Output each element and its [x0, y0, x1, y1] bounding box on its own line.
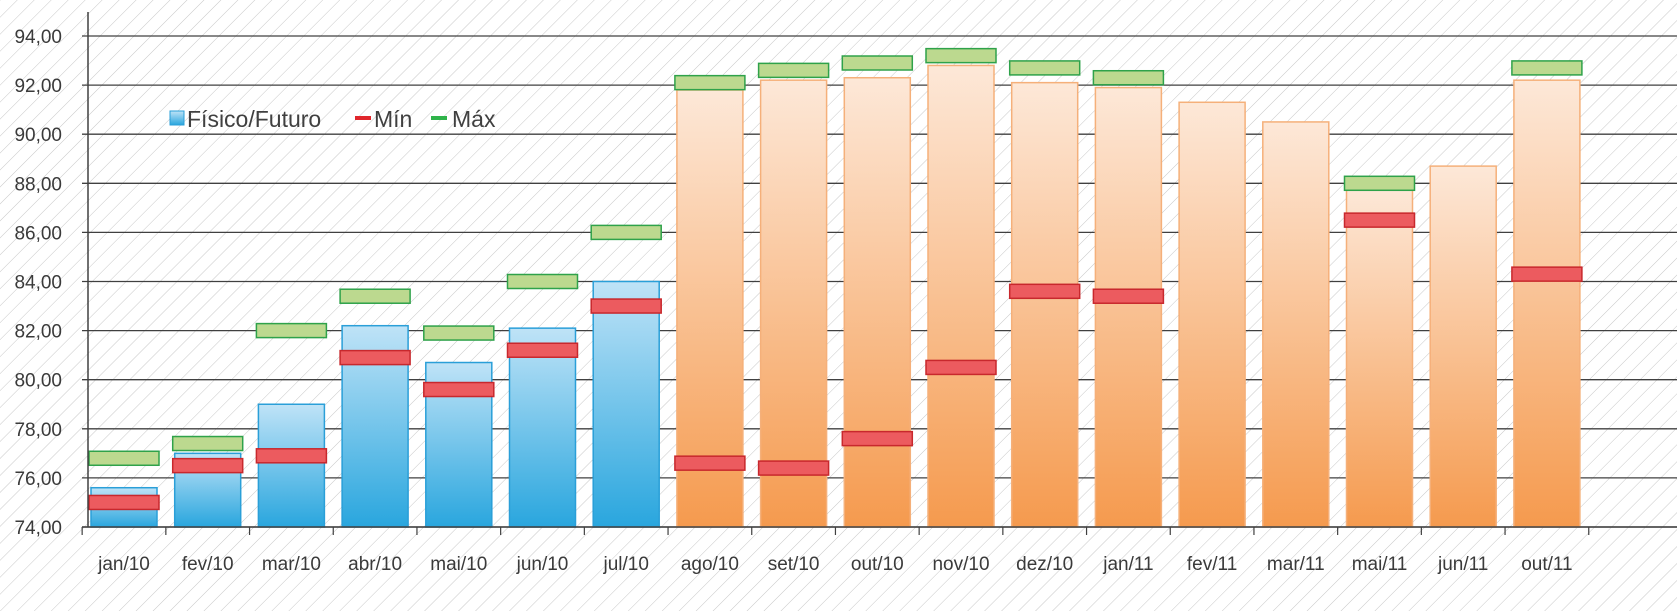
legend-label-max: Máx [452, 106, 496, 132]
min-marker-out-10 [841, 430, 914, 447]
y-tick-label: 90,00 [14, 125, 62, 146]
y-tick-label: 92,00 [14, 76, 62, 97]
bar-jun-10 [508, 327, 577, 528]
legend-label-fisico-futuro: Físico/Futuro [187, 106, 321, 132]
bars [90, 64, 1581, 528]
max-marker-fev-10 [171, 435, 244, 452]
max-marker-jan-11 [1092, 69, 1165, 86]
y-tick-label: 82,00 [14, 322, 62, 343]
y-axis-ticks: 74,00 76,00 78,00 80,00 82,00 84,00 86,00 88,00… [14, 27, 62, 539]
max-marker-out-10 [841, 55, 914, 71]
max-marker-jun-10 [506, 273, 579, 290]
bar-out-11 [1513, 79, 1581, 528]
max-marker-out-11 [1511, 60, 1583, 76]
min-marker-nov-10 [925, 359, 997, 376]
min-marker-abr-10 [339, 349, 411, 366]
max-marker-set-10 [757, 62, 830, 79]
x-tick-label: dez/10 [1016, 554, 1073, 575]
x-tick-label: mar/11 [1267, 554, 1325, 575]
x-tick-label: out/10 [851, 554, 904, 575]
min-marker-jan-11 [1092, 288, 1165, 304]
bar-set-10 [759, 79, 828, 528]
x-tick-label: fev/11 [1187, 554, 1237, 575]
min-marker-set-10 [757, 460, 830, 476]
x-tick-label: ago/10 [681, 554, 739, 575]
legend-label-min: Mín [374, 106, 412, 132]
min-marker-mar-10 [255, 448, 328, 464]
x-tick-label: mai/10 [430, 554, 487, 575]
axes [81, 12, 1677, 535]
min-marker-mai-11 [1343, 212, 1416, 228]
min-marker-dez-10 [1008, 283, 1081, 300]
x-tick-label: abr/10 [348, 554, 402, 575]
min-markers [88, 212, 1583, 511]
min-marker-jun-10 [506, 342, 579, 358]
min-marker-jan-10 [88, 494, 160, 511]
y-tick-label: 88,00 [14, 174, 62, 195]
y-tick-label: 80,00 [14, 371, 62, 392]
x-tick-label: jun/10 [516, 554, 569, 575]
y-tick-label: 76,00 [14, 469, 62, 490]
max-marker-nov-10 [925, 47, 997, 64]
bar-mar-10 [257, 403, 326, 528]
min-marker-fev-10 [171, 457, 244, 474]
y-tick-label: 78,00 [14, 420, 62, 441]
x-tick-label: nov/10 [932, 554, 989, 575]
max-marker-jan-10 [88, 450, 160, 467]
bar-out-10 [843, 76, 912, 528]
max-marker-jul-10 [590, 224, 662, 241]
max-markers [88, 47, 1583, 467]
x-tick-label: jun/11 [1437, 554, 1488, 575]
x-tick-label: jan/10 [97, 554, 150, 575]
bar-jun-11 [1429, 165, 1497, 528]
max-marker-mai-11 [1343, 175, 1416, 192]
min-marker-mai-10 [423, 381, 495, 398]
x-tick-label: fev/10 [182, 554, 234, 575]
x-tick-label: jan/11 [1102, 554, 1153, 575]
bar-dez-10 [1010, 81, 1079, 528]
bar-nov-10 [927, 64, 995, 528]
x-tick-label: out/11 [1521, 554, 1572, 575]
bar-jan-11 [1094, 86, 1163, 528]
x-tick-label: jul/10 [602, 554, 648, 575]
y-tick-label: 74,00 [14, 518, 62, 539]
legend-swatch-fisico-futuro [169, 110, 185, 126]
bar-mar-11 [1262, 121, 1330, 528]
min-marker-out-11 [1511, 266, 1583, 282]
x-tick-label: mai/11 [1352, 554, 1408, 575]
legend-swatch-max [431, 116, 447, 120]
bar-fev-11 [1178, 101, 1246, 528]
max-marker-abr-10 [339, 288, 411, 304]
bar-jul-10 [592, 280, 660, 528]
min-marker-ago-10 [674, 455, 746, 471]
x-tick-label: mar/10 [262, 554, 321, 575]
x-axis-ticks: jan/10 fev/10 mar/10 abr/10 mai/10 jun/10 jul/… [97, 554, 1573, 575]
x-tick-label: set/10 [768, 554, 820, 575]
bar-ago-10 [676, 89, 744, 528]
max-marker-ago-10 [674, 74, 746, 91]
y-tick-label: 84,00 [14, 273, 62, 294]
max-marker-dez-10 [1008, 60, 1081, 76]
legend-swatch-min [355, 116, 371, 120]
bar-mai-11 [1345, 187, 1414, 528]
y-tick-label: 86,00 [14, 223, 62, 244]
y-tick-label: 94,00 [14, 27, 62, 48]
max-marker-mai-10 [423, 325, 495, 341]
max-marker-mar-10 [255, 322, 328, 339]
legend: Físico/Futuro Mín Máx [169, 106, 496, 132]
min-marker-jul-10 [590, 298, 662, 314]
